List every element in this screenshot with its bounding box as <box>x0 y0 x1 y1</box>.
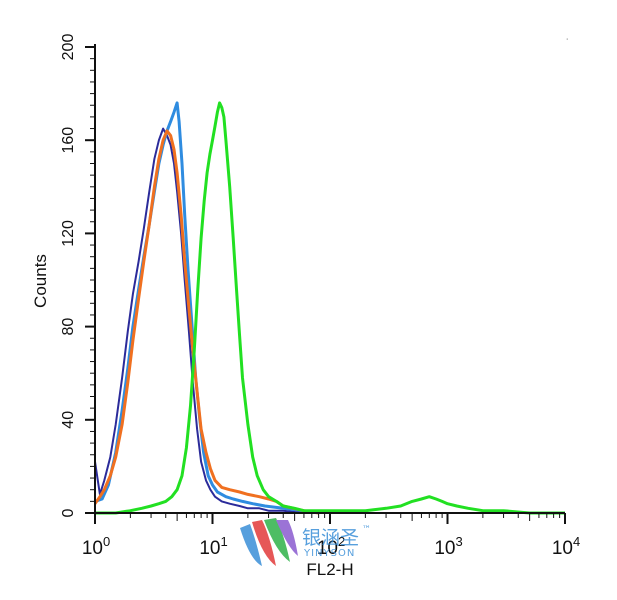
plot-area: 0 40 80 120 160 200 100 101 102 103 104 <box>60 34 580 559</box>
x-tick-label: 104 <box>552 534 580 559</box>
histogram-series-2 <box>94 101 305 513</box>
watermark-logo: 银涵圣 ™ YINYSON <box>240 518 371 566</box>
x-tick-label: 103 <box>434 534 462 559</box>
histogram-series-1 <box>94 127 305 514</box>
series-layer <box>93 101 565 515</box>
x-axis-ticks: 100 101 102 103 104 <box>82 513 580 559</box>
corner-speck: ˙ <box>566 38 569 49</box>
watermark-chinese-text: 银涵圣 <box>302 527 359 549</box>
watermark-latin-text: YINYSON <box>303 548 355 559</box>
y-axis-ticks: 0 40 80 120 160 200 <box>60 34 95 517</box>
y-tick-label: 40 <box>60 411 77 429</box>
histogram-series-3 <box>93 129 319 515</box>
y-tick-label: 160 <box>60 127 77 154</box>
histogram-series-4 <box>95 101 565 515</box>
watermark-tm-mark: ™ <box>362 525 371 535</box>
x-tick-label: 102 <box>317 534 345 559</box>
watermark-emblem-icon <box>240 518 298 566</box>
y-tick-label: 0 <box>60 508 77 517</box>
x-tick-label: 100 <box>82 534 110 559</box>
x-axis-title: FL2-H <box>306 560 353 579</box>
y-axis-title: Counts <box>31 254 50 308</box>
y-tick-label: 80 <box>60 318 77 336</box>
x-tick-label: 101 <box>199 534 227 559</box>
y-tick-label: 120 <box>60 220 77 247</box>
y-tick-label: 200 <box>60 34 77 61</box>
